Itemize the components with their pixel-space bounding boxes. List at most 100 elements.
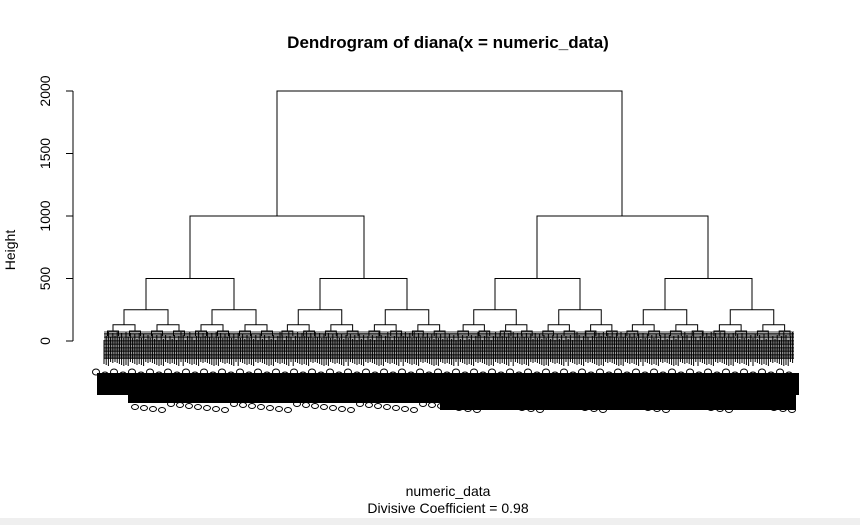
leaf-label-glyph: [239, 402, 247, 408]
leaf-label-glyph: [545, 401, 553, 407]
leaf-label-glyph: [776, 368, 784, 376]
leaf-label-glyph: [272, 368, 280, 376]
leaf-label-glyph: [515, 371, 523, 379]
divisive-coefficient-text: Divisive Coefficient = 0.98: [367, 500, 528, 516]
leaf-label-glyph: [293, 401, 301, 407]
leaf-label-glyph: [245, 371, 253, 379]
merge-left: [189, 215, 365, 279]
leaf-label-glyph: [419, 401, 427, 407]
leaf-label-glyph: [527, 406, 535, 412]
leaf-label-glyph: [677, 371, 685, 379]
leaf-label-glyph: [410, 407, 418, 413]
merge-LR-c2: [373, 324, 397, 331]
leaf-label-glyph: [560, 368, 568, 376]
leaf-label-glyph: [263, 371, 271, 379]
leaf-label-glyph: [689, 403, 697, 409]
leaf-label-glyph: [281, 371, 289, 379]
leaf-label-glyph: [590, 406, 598, 412]
leaf-label-glyph: [767, 371, 775, 379]
merge-RL-c1: [505, 324, 528, 331]
leaf-label-glyph: [758, 368, 766, 376]
merge-LR-c1: [330, 324, 354, 331]
leaf-label-glyph: [596, 368, 604, 376]
merge-RR-a: [642, 309, 688, 325]
leaf-label-glyph: [407, 371, 415, 379]
y-tick-label-0: 0: [37, 337, 53, 345]
leaf-label-glyph: [128, 368, 136, 376]
leaf-label-glyph: [482, 401, 490, 407]
leaf-label-glyph: [434, 368, 442, 376]
merge-RR: [664, 278, 753, 310]
x-axis-label: numeric_data: [406, 483, 491, 499]
leaf-label-glyph: [740, 368, 748, 376]
leaf-branches: [103, 331, 794, 366]
leaf-label-glyph: [668, 368, 676, 376]
leaf-label-glyph: [185, 403, 193, 409]
leaf-label-glyph: [641, 371, 649, 379]
leaf-label-glyph: [650, 368, 658, 376]
leaf-label-glyph: [437, 403, 445, 409]
leaf-label-glyph: [158, 407, 166, 413]
merge-LL-c3: [244, 324, 268, 331]
leaf-label-glyph: [695, 371, 703, 379]
merge-RR-c0: [631, 324, 655, 331]
merge-RR-c2: [718, 324, 742, 331]
leaf-label-glyph: [707, 405, 715, 411]
merge-RL-c3: [590, 324, 613, 331]
leaf-label-glyph: [578, 368, 586, 376]
leaf-label-glyph: [734, 401, 742, 407]
merge-RL-c2: [547, 324, 570, 331]
merge-RL: [494, 278, 581, 310]
leaf-label-glyph: [488, 368, 496, 376]
leaf-label-glyph: [749, 371, 757, 379]
merge-RL-a: [473, 309, 517, 325]
leaf-label-glyph: [275, 406, 283, 412]
leaf-label-glyph: [266, 405, 274, 411]
leaf-label-glyph: [446, 404, 454, 410]
leaf-label-glyph: [473, 407, 481, 413]
leaf-label-glyph: [212, 406, 220, 412]
leaf-label-glyph: [347, 407, 355, 413]
merge-RL-c0: [462, 324, 485, 331]
leaf-label-glyph: [101, 371, 109, 379]
leaf-label-glyph: [551, 371, 559, 379]
merge-RL-b: [558, 309, 602, 325]
merge-LL: [145, 278, 235, 310]
leaf-label-glyph: [308, 368, 316, 376]
leaf-label-glyph: [698, 404, 706, 410]
leaf-label-glyph: [626, 403, 634, 409]
leaf-label-glyph: [398, 368, 406, 376]
leaf-label-glyph: [617, 402, 625, 408]
leaf-label-glyph: [788, 407, 796, 413]
leaf-label-glyph: [536, 407, 544, 413]
y-axis: 0 500 1000 1500 2000: [37, 75, 74, 345]
y-axis-label: Height: [2, 230, 18, 271]
leaf-label-glyph: [167, 401, 175, 407]
merge-right: [536, 215, 709, 279]
leaf-label-glyph: [443, 371, 451, 379]
leaf-label-glyph: [752, 403, 760, 409]
leaf-label-glyph: [146, 368, 154, 376]
leaf-label-band-upper: [97, 373, 799, 395]
merge-LL-a: [123, 309, 169, 325]
leaf-label-glyph: [290, 368, 298, 376]
leaf-label-glyph: [194, 404, 202, 410]
merge-RR-b: [729, 309, 775, 325]
leaf-label-glyph: [392, 405, 400, 411]
leaf-label-glyph: [200, 368, 208, 376]
y-tick-label-500: 500: [37, 267, 53, 291]
merge-LL-b: [211, 309, 257, 325]
leaf-label-glyph: [254, 368, 262, 376]
leaf-label-glyph: [725, 407, 733, 413]
leaf-label-glyph: [509, 404, 517, 410]
leaf-label-glyph: [221, 407, 229, 413]
leaf-label-glyph: [302, 402, 310, 408]
leaf-label-glyph: [653, 406, 661, 412]
y-tick-label-1500: 1500: [37, 138, 53, 169]
leaf-label-glyph: [686, 368, 694, 376]
leaf-label-glyph: [464, 406, 472, 412]
window-bottom-edge: [0, 518, 860, 525]
leaf-label-glyph: [506, 368, 514, 376]
leaf-label-glyph: [533, 371, 541, 379]
leaf-label-glyph: [248, 403, 256, 409]
